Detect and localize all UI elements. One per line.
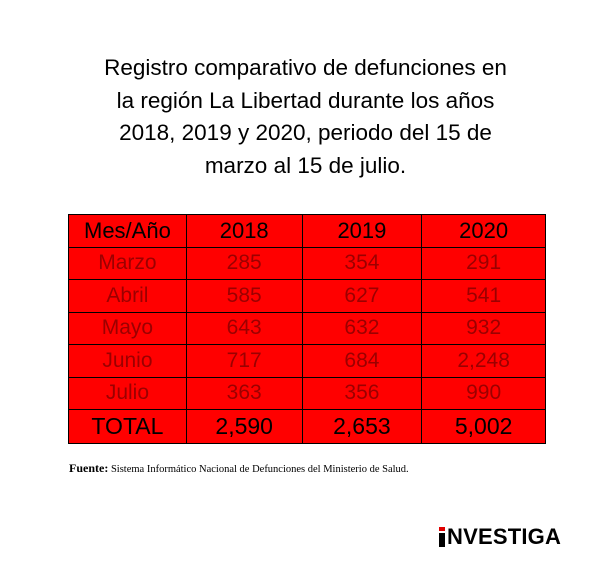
value-cell: 684 xyxy=(301,344,423,378)
investiga-logo: NVESTIGA xyxy=(439,524,562,549)
value-cell: 632 xyxy=(301,311,423,345)
value-cell: 990 xyxy=(421,376,546,410)
title-line: 2018, 2019 y 2020, periodo del 15 de xyxy=(119,120,492,145)
logo-i-glyph xyxy=(439,527,445,547)
table-row: Julio 363 356 990 xyxy=(68,376,546,410)
month-cell: Marzo xyxy=(68,246,187,280)
header-cell: 2018 xyxy=(185,214,303,248)
total-value: 5,002 xyxy=(421,409,546,444)
deaths-table: Mes/Año 2018 2019 2020 Marzo 285 354 291… xyxy=(68,214,546,444)
month-cell: Julio xyxy=(68,376,187,410)
header-cell: 2020 xyxy=(421,214,546,248)
source-text: Sistema Informático Nacional de Defuncio… xyxy=(110,464,409,475)
value-cell: 356 xyxy=(301,376,423,410)
value-cell: 717 xyxy=(185,344,303,378)
value-cell: 354 xyxy=(301,246,423,280)
title-line: marzo al 15 de julio. xyxy=(204,152,407,178)
header-cell: Mes/Año xyxy=(68,214,187,248)
value-cell: 932 xyxy=(421,311,546,345)
month-cell: Abril xyxy=(68,279,187,313)
total-row: TOTAL 2,590 2,653 5,002 xyxy=(68,409,546,444)
value-cell: 2,248 xyxy=(421,344,546,378)
value-cell: 585 xyxy=(185,279,303,313)
value-cell: 627 xyxy=(301,279,423,313)
table-row: Abril 585 627 541 xyxy=(68,279,546,313)
value-cell: 643 xyxy=(185,311,303,345)
total-value: 2,590 xyxy=(185,409,303,444)
source-label: Fuente xyxy=(69,461,105,475)
month-cell: Mayo xyxy=(68,311,187,345)
value-cell: 291 xyxy=(421,246,546,280)
value-cell: 285 xyxy=(185,246,303,280)
total-value: 2,653 xyxy=(301,409,423,444)
table-row: Marzo 285 354 291 xyxy=(68,246,546,280)
table-row: Junio 717 684 2,248 xyxy=(68,344,546,378)
total-label: TOTAL xyxy=(68,409,187,444)
title-line: la región La Libertad durante los años xyxy=(116,87,495,113)
header-cell: 2019 xyxy=(301,214,423,248)
table-header-row: Mes/Año 2018 2019 2020 xyxy=(68,214,546,248)
table-row: Mayo 643 632 932 xyxy=(68,311,546,345)
title-line: Registro comparativo de defunciones en xyxy=(104,55,507,80)
logo-wordmark: NVESTIGA xyxy=(447,524,562,549)
source-note: Fuente: Sistema Informático Nacional de … xyxy=(69,461,409,475)
month-cell: Junio xyxy=(68,344,187,378)
value-cell: 363 xyxy=(185,376,303,410)
chart-title: Registro comparativo de defunciones en l… xyxy=(0,52,611,182)
value-cell: 541 xyxy=(421,279,546,313)
